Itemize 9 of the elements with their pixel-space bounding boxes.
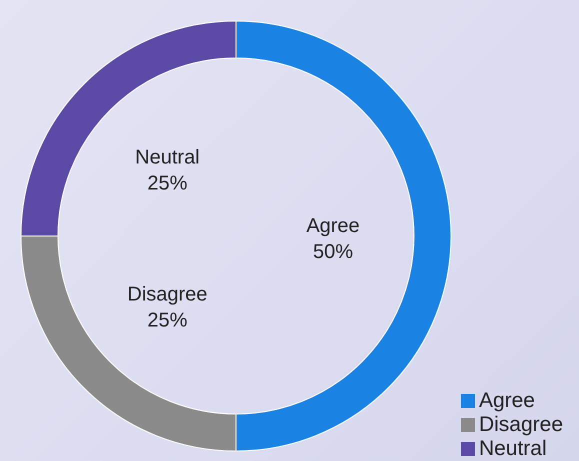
- data-label: 25%: [147, 172, 188, 194]
- legend-label: Neutral: [478, 437, 547, 460]
- slice-label: Neutral: [135, 146, 200, 168]
- data-label: 50%: [312, 241, 354, 263]
- legend-label: Agree: [478, 389, 535, 412]
- data-label: 25%: [147, 310, 188, 332]
- legend-label: Disagree: [478, 413, 563, 436]
- slice-label: Agree: [306, 215, 360, 237]
- slice-label: Disagree: [127, 284, 208, 306]
